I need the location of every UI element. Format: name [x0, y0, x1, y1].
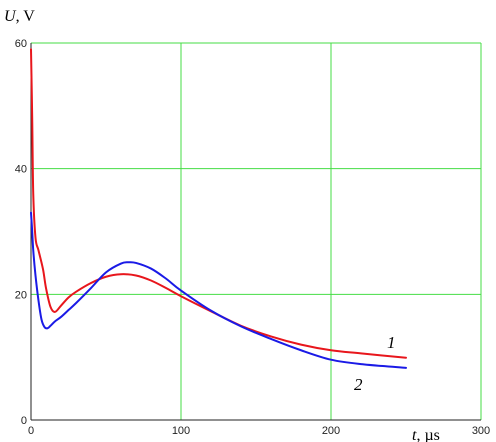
y-tick-label-0: 0: [21, 415, 27, 427]
x-axis-unit: , µs: [416, 427, 439, 442]
x-tick-label-300: 300: [472, 425, 490, 437]
y-axis-variable: U: [4, 8, 17, 25]
tick-labels: 0 100 200 300 0 20 40 60: [15, 38, 490, 437]
series-line-1: [30, 48, 407, 359]
y-tick-label-20: 20: [15, 289, 27, 301]
series-line-2: [30, 211, 407, 369]
series-label-2: 2: [354, 375, 363, 394]
y-axis-unit: , V: [16, 8, 36, 25]
y-tick-label-60: 60: [15, 38, 27, 50]
x-tick-label-200: 200: [322, 425, 340, 437]
x-axis-title: t, µs: [412, 427, 440, 442]
data-series: [30, 48, 407, 369]
x-axis-variable: t: [412, 427, 417, 442]
x-tick-label-0: 0: [28, 425, 34, 437]
y-axis-title: U, V: [4, 8, 35, 25]
axes: [30, 43, 481, 421]
x-tick-label-100: 100: [172, 425, 190, 437]
y-tick-label-40: 40: [15, 164, 27, 176]
series-label-1: 1: [387, 333, 396, 352]
gridlines: [31, 42, 482, 420]
